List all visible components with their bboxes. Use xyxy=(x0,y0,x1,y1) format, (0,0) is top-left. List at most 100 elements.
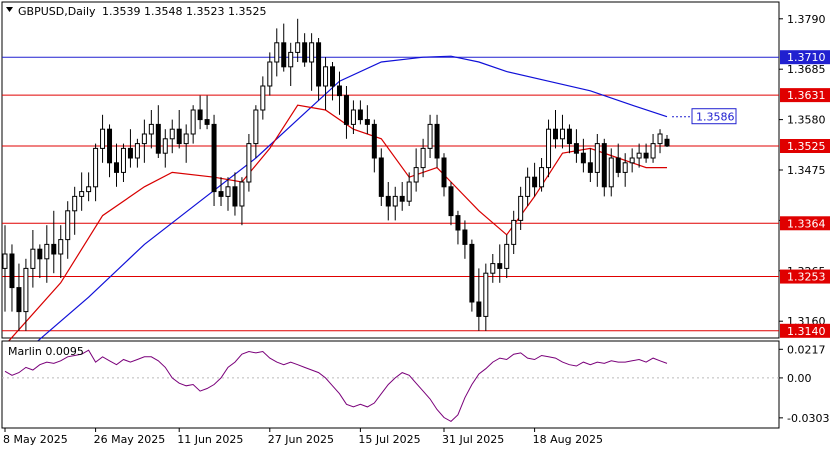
candle[interactable] xyxy=(532,162,538,197)
candle[interactable] xyxy=(44,225,50,283)
price-panel[interactable]: 1.37901.36851.35801.34751.33701.32651.31… xyxy=(1,1,830,346)
candle[interactable] xyxy=(511,210,517,254)
candle[interactable] xyxy=(232,172,238,216)
candle[interactable] xyxy=(190,105,196,144)
candle[interactable] xyxy=(559,114,565,149)
candle[interactable] xyxy=(267,52,273,96)
marlin-panel[interactable]: 0.0217 0.00 -0.0303 xyxy=(1,340,829,429)
candle[interactable] xyxy=(448,182,454,226)
candle[interactable] xyxy=(65,201,71,259)
candle[interactable] xyxy=(239,177,245,226)
candle[interactable] xyxy=(469,239,475,312)
candle[interactable] xyxy=(336,71,342,115)
candle[interactable] xyxy=(385,182,391,221)
candle[interactable] xyxy=(37,244,43,278)
candle[interactable] xyxy=(364,105,370,134)
candle[interactable] xyxy=(427,114,433,158)
candle[interactable] xyxy=(302,33,308,67)
candle[interactable] xyxy=(93,143,99,202)
candle[interactable] xyxy=(309,33,315,91)
candle[interactable] xyxy=(573,129,579,163)
candle[interactable] xyxy=(86,172,92,202)
candle[interactable] xyxy=(643,143,649,163)
candle[interactable] xyxy=(504,234,510,278)
candle[interactable] xyxy=(350,100,356,134)
candle-body xyxy=(483,272,489,317)
candle[interactable] xyxy=(58,225,64,278)
candle[interactable] xyxy=(113,143,119,187)
candle[interactable] xyxy=(566,124,572,154)
candle[interactable] xyxy=(539,158,545,192)
candle[interactable] xyxy=(343,86,349,139)
candle[interactable] xyxy=(441,153,447,197)
candle[interactable] xyxy=(107,124,113,178)
candle[interactable] xyxy=(483,263,489,331)
candle[interactable] xyxy=(357,100,363,125)
candle[interactable] xyxy=(657,129,663,154)
candle[interactable] xyxy=(281,23,287,72)
candle[interactable] xyxy=(476,268,482,331)
candle[interactable] xyxy=(141,119,147,163)
candle[interactable] xyxy=(406,172,412,206)
candle[interactable] xyxy=(601,138,607,197)
candle[interactable] xyxy=(155,105,161,158)
candle[interactable] xyxy=(413,148,419,192)
candle[interactable] xyxy=(580,138,586,173)
candle[interactable] xyxy=(615,143,621,178)
candle[interactable] xyxy=(16,263,22,331)
candle[interactable] xyxy=(253,105,259,158)
candle[interactable] xyxy=(2,225,8,312)
candle[interactable] xyxy=(51,210,57,274)
candle[interactable] xyxy=(636,143,642,168)
candle[interactable] xyxy=(127,129,133,168)
candle[interactable] xyxy=(148,110,154,149)
candle[interactable] xyxy=(587,148,593,182)
candle[interactable] xyxy=(197,95,203,130)
candle[interactable] xyxy=(169,119,175,154)
candle[interactable] xyxy=(211,114,217,206)
candle[interactable] xyxy=(371,119,377,173)
candle[interactable] xyxy=(490,254,496,283)
candle[interactable] xyxy=(420,138,426,178)
candle[interactable] xyxy=(664,134,670,147)
candle[interactable] xyxy=(594,134,600,187)
candle[interactable] xyxy=(546,119,552,178)
candle[interactable] xyxy=(553,110,559,149)
candle[interactable] xyxy=(79,172,85,211)
candle[interactable] xyxy=(455,210,461,245)
candle[interactable] xyxy=(30,230,36,288)
candle[interactable] xyxy=(176,110,182,149)
candle[interactable] xyxy=(9,244,15,312)
candle[interactable] xyxy=(225,177,231,211)
candle[interactable] xyxy=(246,134,252,192)
candle[interactable] xyxy=(622,153,628,187)
candle[interactable] xyxy=(162,129,168,168)
candle[interactable] xyxy=(462,220,468,259)
candle[interactable] xyxy=(608,148,614,197)
candle[interactable] xyxy=(330,62,336,101)
candle[interactable] xyxy=(434,114,440,168)
candle[interactable] xyxy=(497,244,503,283)
candle[interactable] xyxy=(525,167,531,206)
candle[interactable] xyxy=(295,18,301,62)
candle[interactable] xyxy=(183,124,189,163)
candle[interactable] xyxy=(100,114,106,163)
candle[interactable] xyxy=(629,148,635,173)
dropdown-triangle-icon[interactable] xyxy=(6,7,13,12)
candle[interactable] xyxy=(518,186,524,230)
candle[interactable] xyxy=(392,186,398,221)
candle[interactable] xyxy=(316,38,322,101)
candle[interactable] xyxy=(23,258,29,331)
candle[interactable] xyxy=(274,28,280,77)
candle[interactable] xyxy=(399,182,405,211)
candle[interactable] xyxy=(72,186,78,235)
candle[interactable] xyxy=(218,177,224,206)
candle[interactable] xyxy=(134,138,140,168)
candle[interactable] xyxy=(650,134,656,163)
candle[interactable] xyxy=(120,143,126,182)
candle[interactable] xyxy=(260,76,266,120)
candle[interactable] xyxy=(204,95,210,130)
candle[interactable] xyxy=(288,42,294,86)
candle[interactable] xyxy=(323,57,329,110)
candle[interactable] xyxy=(378,148,384,206)
